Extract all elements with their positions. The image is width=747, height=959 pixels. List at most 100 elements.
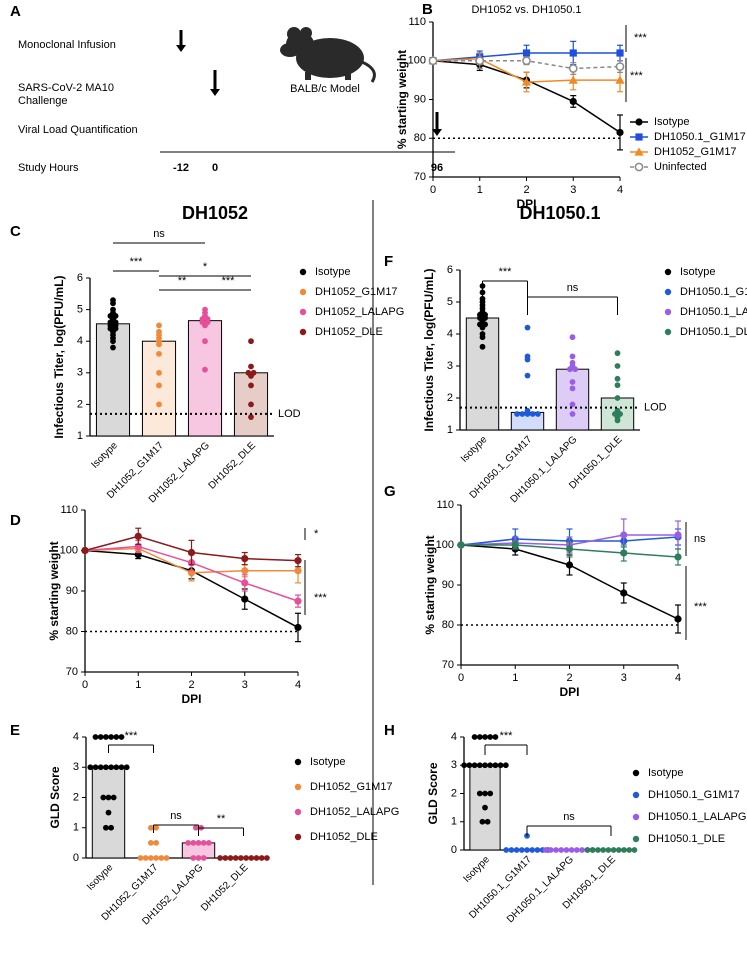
legend-label: DH1050.1_LALAPG [648,811,746,823]
marker [674,531,682,539]
data-point [248,363,254,370]
x-tick-label: 0 [430,184,436,196]
data-point [547,847,554,853]
legend-marker [664,308,672,316]
data-point [476,734,483,740]
significance-label: *** [314,592,328,604]
y-tick-label: 90 [442,579,454,591]
arrow-head [210,89,220,96]
data-point [569,401,576,408]
data-point [605,847,612,853]
marker [294,567,302,575]
marker [569,97,577,106]
legend-label: DH1052_G1M17 [315,286,398,298]
x-tick-label: 2 [566,672,572,684]
legend-marker [632,835,640,843]
x-tick-label: Isotype [461,854,492,885]
x-tick-label: 1 [477,184,483,196]
data-point [589,847,596,853]
data-point [92,734,99,740]
data-point [487,790,494,797]
x-tick-label: 3 [242,679,248,691]
data-point [156,401,162,408]
data-point [148,855,154,861]
data-point [569,353,576,360]
legend-label: DH1050.1_LALAPG [680,306,747,318]
data-point [153,824,160,831]
data-point [524,411,531,417]
data-point [471,734,478,740]
x-tick-label: DH1052_DLE [207,440,259,492]
data-point [243,855,250,861]
data-point [156,341,162,348]
bar [555,368,590,431]
x-axis-label: DPI [181,692,201,706]
y-tick-label: 6 [77,272,83,284]
lod-label: LOD [644,402,667,414]
data-point [572,366,578,373]
data-point [584,847,591,853]
marker [511,541,519,549]
data-point [503,847,510,853]
legend-label: DH1052_G1M17 [310,781,393,793]
data-point [185,839,192,846]
y-tick-label: 2 [77,398,83,410]
data-point [553,847,559,853]
legend-label: Isotype [648,767,683,779]
data-point [248,338,254,345]
legend-marker [299,328,307,336]
y-axis-label: % starting weight [47,541,61,640]
data-point [200,855,207,861]
marker [187,548,196,557]
legend-label: DH1052_G1M17 [654,146,737,158]
legend-label: DH1050.1_DLE [680,326,747,338]
y-tick-label: 4 [73,731,79,743]
legend-marker [635,118,643,126]
marker [522,49,531,57]
data-point [466,762,473,769]
legend-marker [632,769,640,777]
marker [457,541,465,549]
data-point [253,855,260,861]
y-tick-label: 80 [414,132,426,144]
data-point [217,855,224,861]
comparison-label: ns [563,811,575,823]
y-tick-label: 1 [73,822,79,834]
data-point [108,824,114,831]
data-point [108,734,114,740]
y-tick-label: 3 [451,759,457,771]
y-tick-label: 1 [451,816,457,828]
data-point [482,734,488,740]
legend-marker [634,147,644,156]
data-point [534,847,541,853]
y-tick-label: 3 [73,761,79,773]
y-tick-label: 5 [77,304,83,316]
legend-label: Isotype [315,266,350,278]
data-point [482,762,488,769]
comparison-label: ** [178,275,187,287]
data-point [222,855,229,861]
data-point [519,411,526,417]
comparison-label: ns [170,810,182,822]
data-point [569,334,576,341]
marker [620,549,628,557]
panel-label: D [10,512,21,529]
y-axis-label: % starting weight [395,50,409,149]
comparison-label: ** [217,813,226,825]
data-point [476,790,483,797]
data-point [621,847,627,853]
data-point [248,855,255,861]
data-point [113,764,120,771]
marker [241,579,249,587]
marker [428,56,438,66]
marker [294,597,302,605]
y-axis-label: % starting weight [423,535,437,634]
data-point [482,790,488,797]
data-point [615,847,622,853]
legend-marker [294,758,302,766]
panel-label: F [384,253,393,270]
y-tick-label: 110 [60,504,78,516]
marker [565,561,574,569]
legend-marker [664,328,672,336]
marker [674,553,682,561]
